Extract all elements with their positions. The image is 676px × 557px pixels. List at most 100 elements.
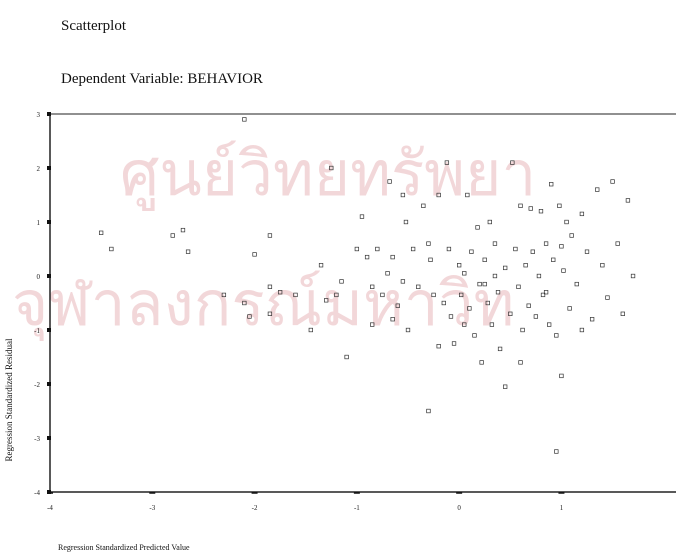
data-point — [475, 225, 480, 230]
data-point — [403, 219, 409, 225]
data-point — [518, 203, 523, 208]
data-point — [559, 244, 564, 249]
data-point — [543, 290, 549, 295]
x-tick-label: -1 — [354, 504, 360, 512]
data-point — [375, 246, 380, 252]
data-point — [482, 257, 487, 262]
y-tick-mark — [47, 382, 51, 386]
data-point — [387, 179, 392, 184]
data-point — [252, 252, 257, 257]
x-tick-label: 1 — [560, 504, 564, 512]
data-point — [554, 333, 559, 338]
data-point — [221, 292, 227, 298]
data-point — [448, 314, 454, 319]
data-point — [329, 165, 334, 171]
data-point — [436, 192, 441, 198]
data-point — [267, 284, 273, 289]
data-point — [462, 271, 467, 276]
data-point — [469, 249, 474, 254]
data-point — [457, 263, 462, 268]
data-point — [390, 317, 395, 322]
data-point — [370, 284, 375, 289]
data-point — [462, 322, 467, 327]
data-point — [492, 241, 498, 246]
y-tick-label: 3 — [37, 111, 41, 119]
x-tick-label: 0 — [457, 504, 461, 512]
data-point — [390, 254, 395, 260]
data-point — [426, 241, 431, 246]
data-point — [293, 292, 298, 298]
x-axis-label: Regression Standardized Predicted Value — [58, 543, 190, 552]
data-point — [436, 344, 441, 349]
x-tick-label: -2 — [252, 504, 258, 512]
y-tick-mark — [47, 328, 51, 332]
data-point — [405, 327, 411, 333]
y-axis-label: Regression Standardized Residual — [4, 338, 14, 462]
data-point — [318, 263, 324, 268]
data-point — [520, 327, 525, 333]
data-point — [503, 265, 508, 271]
data-point — [620, 311, 625, 316]
data-point — [242, 300, 247, 306]
points-layer — [98, 117, 636, 454]
y-tick-label: -1 — [34, 327, 40, 335]
data-point — [467, 306, 472, 311]
data-point — [431, 292, 436, 298]
data-point — [543, 241, 549, 246]
data-point — [510, 160, 515, 165]
data-point — [584, 249, 590, 254]
data-point — [344, 354, 349, 360]
data-point — [533, 314, 539, 319]
data-point — [400, 279, 406, 284]
data-point — [482, 281, 487, 287]
data-point — [446, 246, 452, 252]
data-point — [574, 281, 579, 287]
data-point — [267, 311, 273, 316]
data-point — [495, 290, 501, 295]
data-point — [526, 303, 531, 308]
data-point — [428, 257, 433, 262]
data-point — [579, 327, 585, 333]
data-point — [540, 292, 546, 298]
data-point — [324, 298, 329, 303]
y-tick-mark — [47, 166, 51, 170]
data-point — [400, 192, 406, 198]
y-tick-label: 0 — [37, 273, 41, 281]
data-point — [513, 246, 518, 252]
data-point — [334, 292, 339, 298]
data-point — [479, 360, 484, 365]
data-point — [421, 203, 426, 208]
data-point — [472, 333, 477, 338]
data-point — [277, 290, 283, 295]
y-tick-label: -2 — [34, 381, 40, 389]
data-point — [364, 254, 370, 260]
data-point — [370, 322, 375, 327]
x-tick-label: -4 — [47, 504, 53, 512]
data-point — [485, 300, 490, 306]
data-point — [441, 300, 446, 306]
data-point — [589, 317, 595, 322]
y-tick-label: 2 — [37, 165, 41, 173]
data-point — [477, 281, 482, 287]
data-point — [557, 203, 562, 208]
data-point — [523, 263, 528, 268]
data-point — [109, 246, 114, 252]
data-point — [444, 160, 450, 165]
data-point — [267, 233, 273, 238]
data-point — [559, 373, 564, 379]
data-point — [380, 292, 385, 298]
data-point — [516, 284, 521, 289]
page-subtitle: Dependent Variable: BEHAVIOR — [61, 71, 263, 87]
data-point — [487, 219, 492, 225]
axes: 3 2 1 0 -1 -2 -3 -4 -4 -3 -2 -1 0 1 — [34, 111, 676, 512]
y-tick-mark — [47, 274, 51, 278]
data-point — [410, 246, 416, 252]
data-point — [459, 292, 464, 298]
data-point — [385, 271, 390, 276]
x-tick-label: -3 — [149, 504, 155, 512]
data-point — [395, 303, 400, 308]
data-point — [615, 241, 620, 246]
data-point — [567, 306, 572, 311]
data-point — [579, 211, 585, 217]
